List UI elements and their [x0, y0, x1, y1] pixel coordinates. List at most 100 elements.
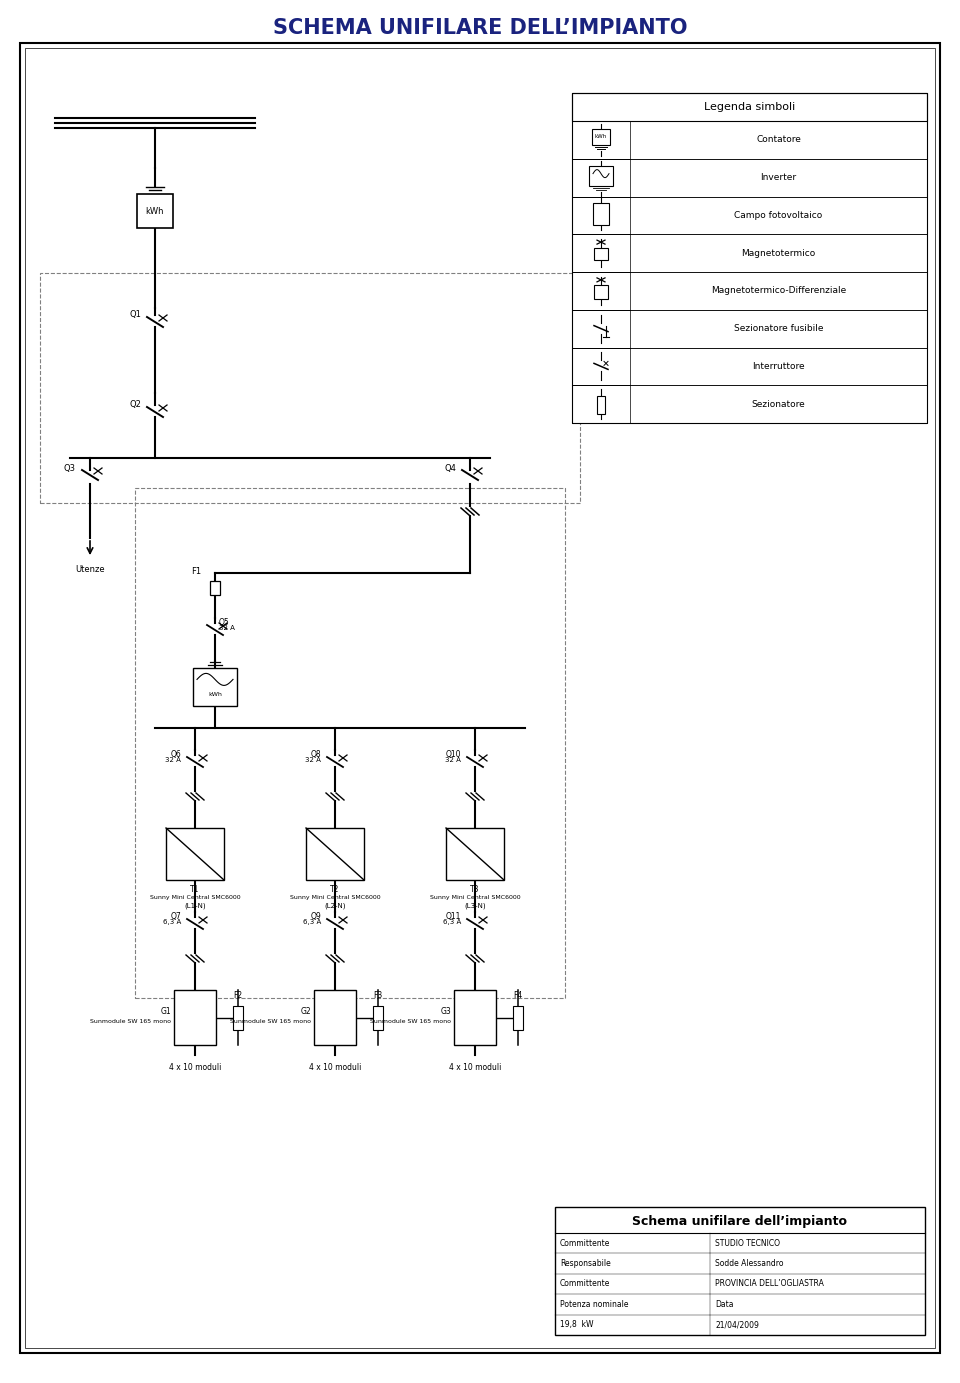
Text: (L1-N): (L1-N): [184, 903, 205, 909]
Bar: [572, 196, 630, 234]
Text: PROVINCIA DELL’OGLIASTRA: PROVINCIA DELL’OGLIASTRA: [715, 1279, 825, 1289]
Bar: [572, 347, 630, 386]
Bar: [306, 828, 364, 880]
Text: Schema unifilare dell’impianto: Schema unifilare dell’impianto: [633, 1216, 848, 1228]
Bar: [592, 129, 610, 145]
Text: Q9: Q9: [310, 911, 321, 921]
Bar: [210, 581, 220, 595]
Text: Campo fotovoltaico: Campo fotovoltaico: [734, 210, 823, 220]
Text: 32 A: 32 A: [219, 625, 235, 631]
Text: Committente: Committente: [560, 1279, 611, 1289]
Text: Q11: Q11: [445, 911, 461, 921]
Bar: [597, 396, 605, 414]
Bar: [572, 234, 630, 272]
Text: Q5: Q5: [219, 617, 229, 626]
Text: Interruttore: Interruttore: [753, 362, 804, 371]
Text: Q7: Q7: [170, 911, 181, 921]
Text: Responsabile: Responsabile: [560, 1259, 611, 1268]
Bar: [572, 120, 630, 159]
Text: Sunny Mini Central SMC6000: Sunny Mini Central SMC6000: [430, 896, 520, 900]
Text: T3: T3: [470, 885, 480, 893]
Text: 32 A: 32 A: [445, 757, 461, 763]
Bar: [137, 194, 173, 228]
Bar: [594, 248, 608, 260]
Text: (L3-N): (L3-N): [465, 903, 486, 909]
Text: G3: G3: [441, 1007, 451, 1017]
Bar: [373, 1005, 383, 1029]
Bar: [233, 1005, 243, 1029]
Text: Sunmodule SW 165 mono: Sunmodule SW 165 mono: [90, 1019, 171, 1023]
Text: 4 x 10 moduli: 4 x 10 moduli: [169, 1062, 221, 1072]
Text: Committente: Committente: [560, 1239, 611, 1247]
Text: Magnetotermico: Magnetotermico: [741, 249, 816, 257]
Text: Q6: Q6: [170, 750, 181, 758]
Text: 4 x 10 moduli: 4 x 10 moduli: [309, 1062, 361, 1072]
Text: 4 x 10 moduli: 4 x 10 moduli: [449, 1062, 501, 1072]
Bar: [40, 272, 580, 503]
Text: T1: T1: [190, 885, 200, 893]
Bar: [572, 272, 630, 310]
Bar: [572, 272, 927, 310]
Text: STUDIO TECNICO: STUDIO TECNICO: [715, 1239, 780, 1247]
Text: Q2: Q2: [130, 401, 141, 409]
Text: Legenda simboli: Legenda simboli: [704, 102, 795, 112]
Text: Utenze: Utenze: [75, 566, 105, 574]
Text: 6,3 A: 6,3 A: [163, 918, 181, 925]
Text: F4: F4: [514, 992, 522, 1000]
Text: 32 A: 32 A: [305, 757, 321, 763]
Text: (L2-N): (L2-N): [324, 903, 346, 909]
Bar: [572, 120, 927, 159]
Text: 6,3 A: 6,3 A: [302, 918, 321, 925]
Bar: [513, 1005, 523, 1029]
Text: Q10: Q10: [445, 750, 461, 758]
Text: kWh: kWh: [208, 692, 222, 697]
Bar: [572, 310, 927, 347]
Text: F3: F3: [373, 992, 383, 1000]
Bar: [593, 203, 609, 225]
Text: Contatore: Contatore: [756, 136, 801, 144]
Text: Sunmodule SW 165 mono: Sunmodule SW 165 mono: [370, 1019, 451, 1023]
Bar: [446, 828, 504, 880]
Bar: [572, 196, 927, 234]
Text: Sunmodule SW 165 mono: Sunmodule SW 165 mono: [230, 1019, 311, 1023]
Text: kWh: kWh: [146, 206, 164, 216]
Text: Sodde Alessandro: Sodde Alessandro: [715, 1259, 784, 1268]
Bar: [193, 668, 237, 705]
Bar: [572, 93, 927, 120]
Bar: [572, 159, 927, 196]
Text: Potenza nominale: Potenza nominale: [560, 1300, 629, 1308]
Text: Sunny Mini Central SMC6000: Sunny Mini Central SMC6000: [150, 896, 240, 900]
Bar: [555, 1207, 925, 1335]
Bar: [572, 310, 630, 347]
Bar: [135, 488, 565, 999]
Text: Sezionatore: Sezionatore: [752, 400, 805, 408]
Text: kWh: kWh: [595, 134, 607, 140]
Text: 6,3 A: 6,3 A: [443, 918, 461, 925]
Text: Q3: Q3: [64, 463, 76, 473]
Text: SCHEMA UNIFILARE DELL’IMPIANTO: SCHEMA UNIFILARE DELL’IMPIANTO: [273, 18, 687, 37]
Bar: [454, 990, 496, 1046]
Text: 19,8  kW: 19,8 kW: [560, 1321, 593, 1329]
Text: Q1: Q1: [130, 311, 141, 319]
Text: Sunny Mini Central SMC6000: Sunny Mini Central SMC6000: [290, 896, 380, 900]
Bar: [589, 166, 613, 185]
Bar: [594, 285, 608, 299]
Text: Q4: Q4: [444, 463, 456, 473]
Text: Data: Data: [715, 1300, 733, 1308]
Bar: [166, 828, 224, 880]
Text: Magnetotermico-Differenziale: Magnetotermico-Differenziale: [710, 286, 846, 296]
Bar: [314, 990, 356, 1046]
Bar: [572, 386, 630, 423]
Text: G1: G1: [160, 1007, 171, 1017]
Bar: [572, 347, 927, 386]
Text: 21/04/2009: 21/04/2009: [715, 1321, 759, 1329]
Text: T2: T2: [330, 885, 340, 893]
Text: 32 A: 32 A: [165, 757, 181, 763]
Bar: [572, 386, 927, 423]
Text: F1: F1: [191, 567, 201, 575]
Text: Q8: Q8: [310, 750, 321, 758]
Bar: [572, 159, 630, 196]
Bar: [174, 990, 216, 1046]
Text: G2: G2: [300, 1007, 311, 1017]
Text: Sezionatore fusibile: Sezionatore fusibile: [733, 324, 824, 333]
